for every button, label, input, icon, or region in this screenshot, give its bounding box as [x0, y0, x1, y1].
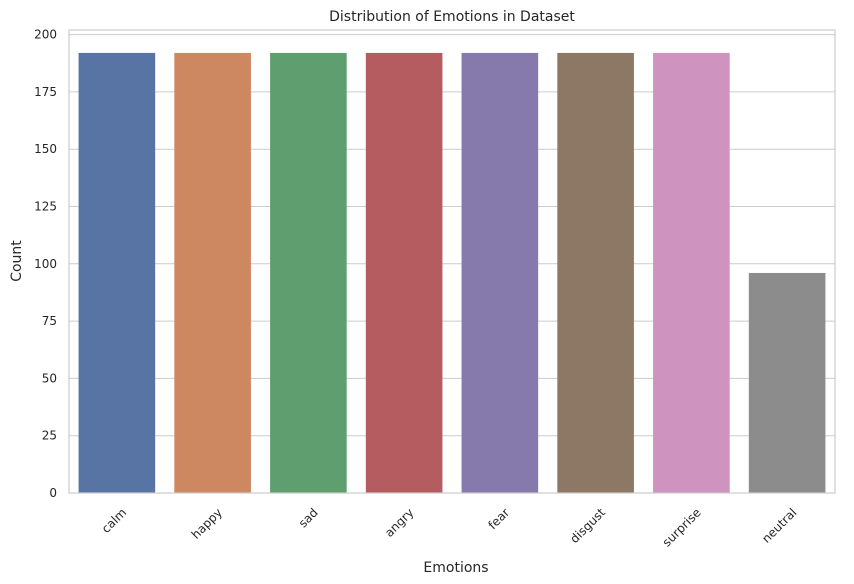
x-tick-label: calm	[99, 505, 129, 535]
x-tick-label: happy	[189, 505, 225, 541]
y-tick-label: 175	[34, 85, 57, 99]
x-tick-label: sad	[296, 505, 321, 530]
bar-surprise	[653, 52, 730, 494]
x-tick-label: disgust	[567, 505, 608, 546]
y-tick-labels: 0 25 50 75 100 125 150 175 200	[34, 28, 57, 500]
bar-calm	[78, 52, 156, 494]
x-tick-labels: calm happy sad angry fear disgust surprise neut…	[99, 505, 800, 549]
y-tick-label: 50	[42, 371, 57, 385]
bar-happy	[174, 52, 251, 494]
bar-angry	[365, 52, 443, 494]
bar-neutral	[748, 272, 826, 493]
bar-sad	[270, 52, 347, 494]
y-tick-label: 125	[34, 199, 57, 213]
y-tick-label: 200	[34, 28, 57, 42]
x-tick-label: fear	[485, 505, 512, 532]
chart-title: Distribution of Emotions in Dataset	[329, 9, 575, 25]
x-tick-label: neutral	[759, 505, 799, 545]
y-tick-label: 100	[34, 257, 57, 271]
y-tick-label: 75	[42, 314, 57, 328]
y-axis-label: Count	[9, 240, 25, 282]
y-tick-label: 0	[49, 486, 57, 500]
x-tick-label: surprise	[660, 505, 704, 549]
plot-frame	[68, 29, 836, 494]
x-axis-label: Emotions	[423, 560, 488, 576]
x-tick-label: angry	[382, 505, 416, 539]
bars	[78, 52, 826, 494]
bar-disgust	[557, 52, 634, 494]
y-tick-label: 25	[42, 429, 57, 443]
bar-fear	[461, 52, 539, 494]
y-tick-label: 150	[34, 142, 57, 156]
